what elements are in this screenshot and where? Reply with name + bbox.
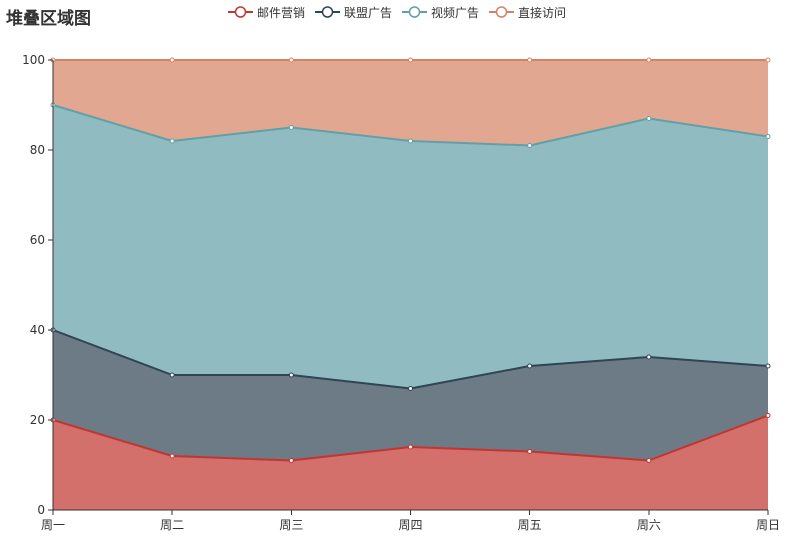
data-point	[169, 138, 175, 144]
y-tick-label: 20	[30, 413, 45, 427]
data-point	[646, 458, 652, 463]
legend-item-2[interactable]: 联盟广告	[315, 4, 392, 21]
data-point	[408, 444, 413, 450]
chart-title: 堆叠区域图	[6, 9, 91, 29]
legend-line-circle-icon	[402, 6, 428, 18]
data-point	[765, 57, 771, 63]
legend-label: 直接访问	[518, 5, 567, 20]
x-tick-label: 周四	[398, 518, 422, 532]
x-tick-label: 周三	[279, 518, 303, 532]
data-point	[288, 458, 294, 463]
x-tick-label: 周五	[518, 518, 542, 532]
data-point	[527, 143, 533, 148]
series-area-1	[53, 415, 768, 510]
data-point	[288, 125, 294, 130]
chart-legend: 邮件营销 联盟广告 视频广告 直接访问	[228, 3, 576, 21]
data-point	[527, 449, 533, 454]
legend-item-3[interactable]: 视频广告	[402, 4, 479, 21]
series-area-4	[53, 60, 768, 146]
y-tick-label: 100	[22, 53, 45, 67]
x-tick-label: 周日	[756, 518, 780, 532]
data-point	[765, 413, 771, 418]
legend-item-1[interactable]: 邮件营销	[228, 4, 305, 21]
data-point	[288, 57, 294, 63]
y-tick-label: 80	[30, 143, 45, 157]
data-point	[646, 116, 652, 121]
data-point	[169, 372, 175, 378]
legend-item-4[interactable]: 直接访问	[489, 4, 566, 21]
legend-label: 视频广告	[431, 5, 480, 20]
data-point	[169, 57, 175, 63]
legend-label: 联盟广告	[344, 5, 393, 20]
data-point	[288, 372, 294, 378]
data-point	[765, 363, 771, 369]
x-tick-label: 周一	[41, 518, 65, 532]
legend-line-circle-icon	[228, 6, 253, 18]
data-point	[527, 363, 533, 369]
legend-label: 邮件营销	[257, 5, 306, 20]
data-point	[169, 453, 175, 459]
legend-line-circle-icon	[315, 6, 341, 18]
series-area-3	[53, 105, 768, 389]
x-tick-label: 周二	[160, 518, 184, 532]
legend-line-circle-icon	[489, 6, 515, 18]
data-point	[408, 386, 413, 391]
y-tick-label: 0	[37, 503, 45, 517]
data-point	[527, 57, 533, 63]
data-point	[646, 57, 652, 63]
data-point	[765, 134, 771, 139]
y-tick-label: 40	[30, 323, 45, 337]
data-point	[408, 57, 413, 63]
data-point	[646, 354, 652, 360]
x-tick-label: 周六	[637, 518, 661, 532]
data-point	[408, 138, 413, 144]
y-tick-label: 60	[30, 233, 45, 247]
series-area-2	[53, 330, 768, 461]
